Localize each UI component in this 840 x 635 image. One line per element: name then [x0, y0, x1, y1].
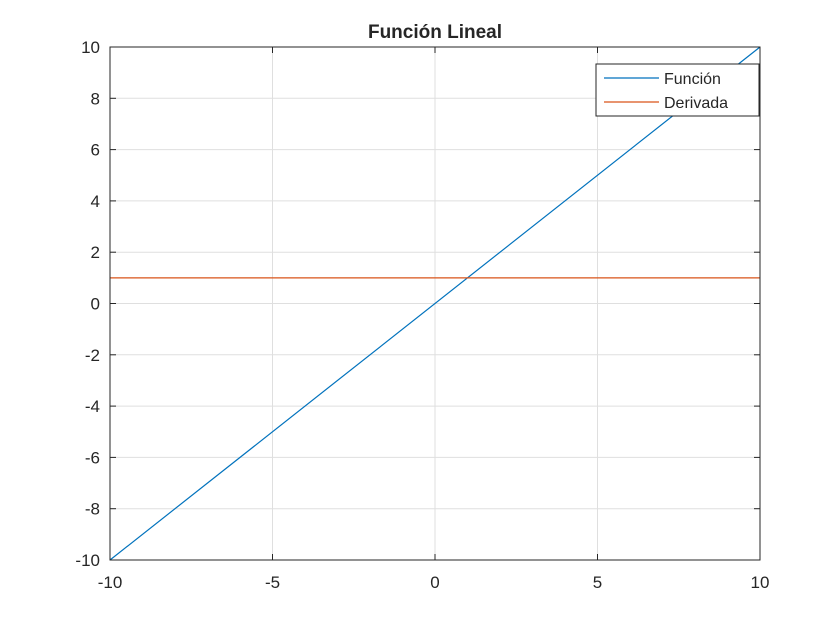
legend-label: Función [664, 71, 721, 88]
y-tick-label: 2 [91, 243, 100, 262]
y-tick-label: 8 [91, 89, 100, 108]
x-tick-label: 10 [751, 573, 770, 592]
y-tick-label: 4 [91, 192, 100, 211]
ticks [109, 46, 761, 561]
y-tick-label: -8 [85, 500, 100, 519]
y-tick-label: -2 [85, 346, 100, 365]
chart-title: Función Lineal [368, 22, 502, 43]
y-tick-label: 10 [81, 38, 100, 57]
legend-box [595, 63, 760, 117]
x-tick-label: -10 [98, 573, 123, 592]
y-tick-label: 0 [91, 295, 100, 314]
y-tick-label: -6 [85, 448, 100, 467]
legend-label: Derivada [664, 95, 728, 112]
y-tick-label: -4 [85, 397, 100, 416]
x-tick-label: -5 [265, 573, 280, 592]
series-line-1 [109, 46, 761, 561]
series-layer [109, 46, 761, 561]
x-tick-label: 5 [593, 573, 602, 592]
legend[interactable]: Función Derivada [595, 63, 760, 117]
y-tick-label: 6 [91, 141, 100, 160]
tick-labels: -10 -5 0 5 10 -10 -8 -6 -4 -2 0 2 4 6 8 10 [75, 38, 769, 592]
y-tick-label: -10 [75, 551, 100, 570]
x-tick-label: 0 [430, 573, 439, 592]
